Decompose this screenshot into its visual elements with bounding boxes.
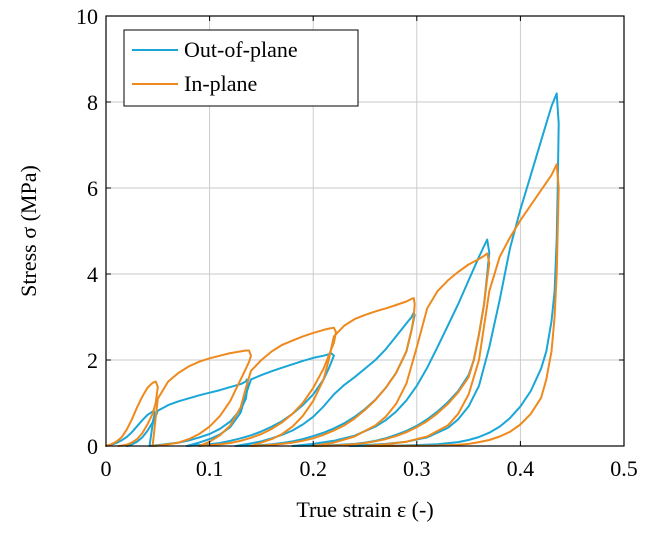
legend-box — [123, 29, 359, 107]
series-in-plane-cycle-1 — [105, 380, 159, 447]
x-axis-ticks: 0 0.1 0.2 0.3 0.4 0.5 — [101, 16, 638, 481]
x-tick-label: 0.1 — [196, 456, 224, 481]
legend-label-in-plane: In-plane — [184, 71, 257, 96]
y-tick-label: 10 — [76, 4, 98, 29]
series-out-of-plane-cycle-1 — [105, 409, 156, 447]
y-axis-ticks: 0 2 4 6 8 10 — [76, 4, 624, 459]
x-tick-label: 0.3 — [403, 456, 431, 481]
series-out-of-plane-cycle-3 — [185, 352, 335, 447]
y-tick-label: 8 — [87, 90, 98, 115]
series-in-plane-cycle-5 — [312, 252, 491, 447]
y-axis-title: Stress σ (MPa) — [16, 165, 41, 297]
x-tick-label: 0.5 — [610, 456, 638, 481]
series-out-of-plane-cycle-4 — [234, 311, 416, 447]
y-tick-label: 0 — [87, 434, 98, 459]
series-in-plane-cycle-2 — [151, 349, 252, 447]
x-axis-title: True strain ε (-) — [296, 497, 433, 522]
legend: Out-of-plane In-plane — [123, 29, 359, 107]
plot-lines — [105, 92, 560, 447]
series-in-plane-cycle-6 — [364, 163, 560, 447]
x-tick-label: 0.4 — [507, 456, 535, 481]
y-tick-label: 6 — [87, 176, 98, 201]
plot-frame — [105, 15, 625, 447]
y-tick-label: 2 — [87, 348, 98, 373]
y-tick-label: 4 — [87, 262, 98, 287]
x-tick-label: 0 — [101, 456, 112, 481]
x-tick-label: 0.2 — [299, 456, 327, 481]
legend-label-out-of-plane: Out-of-plane — [184, 37, 298, 62]
series-in-plane-cycle-3 — [198, 326, 337, 447]
series-in-plane-cycle-4 — [250, 297, 416, 447]
